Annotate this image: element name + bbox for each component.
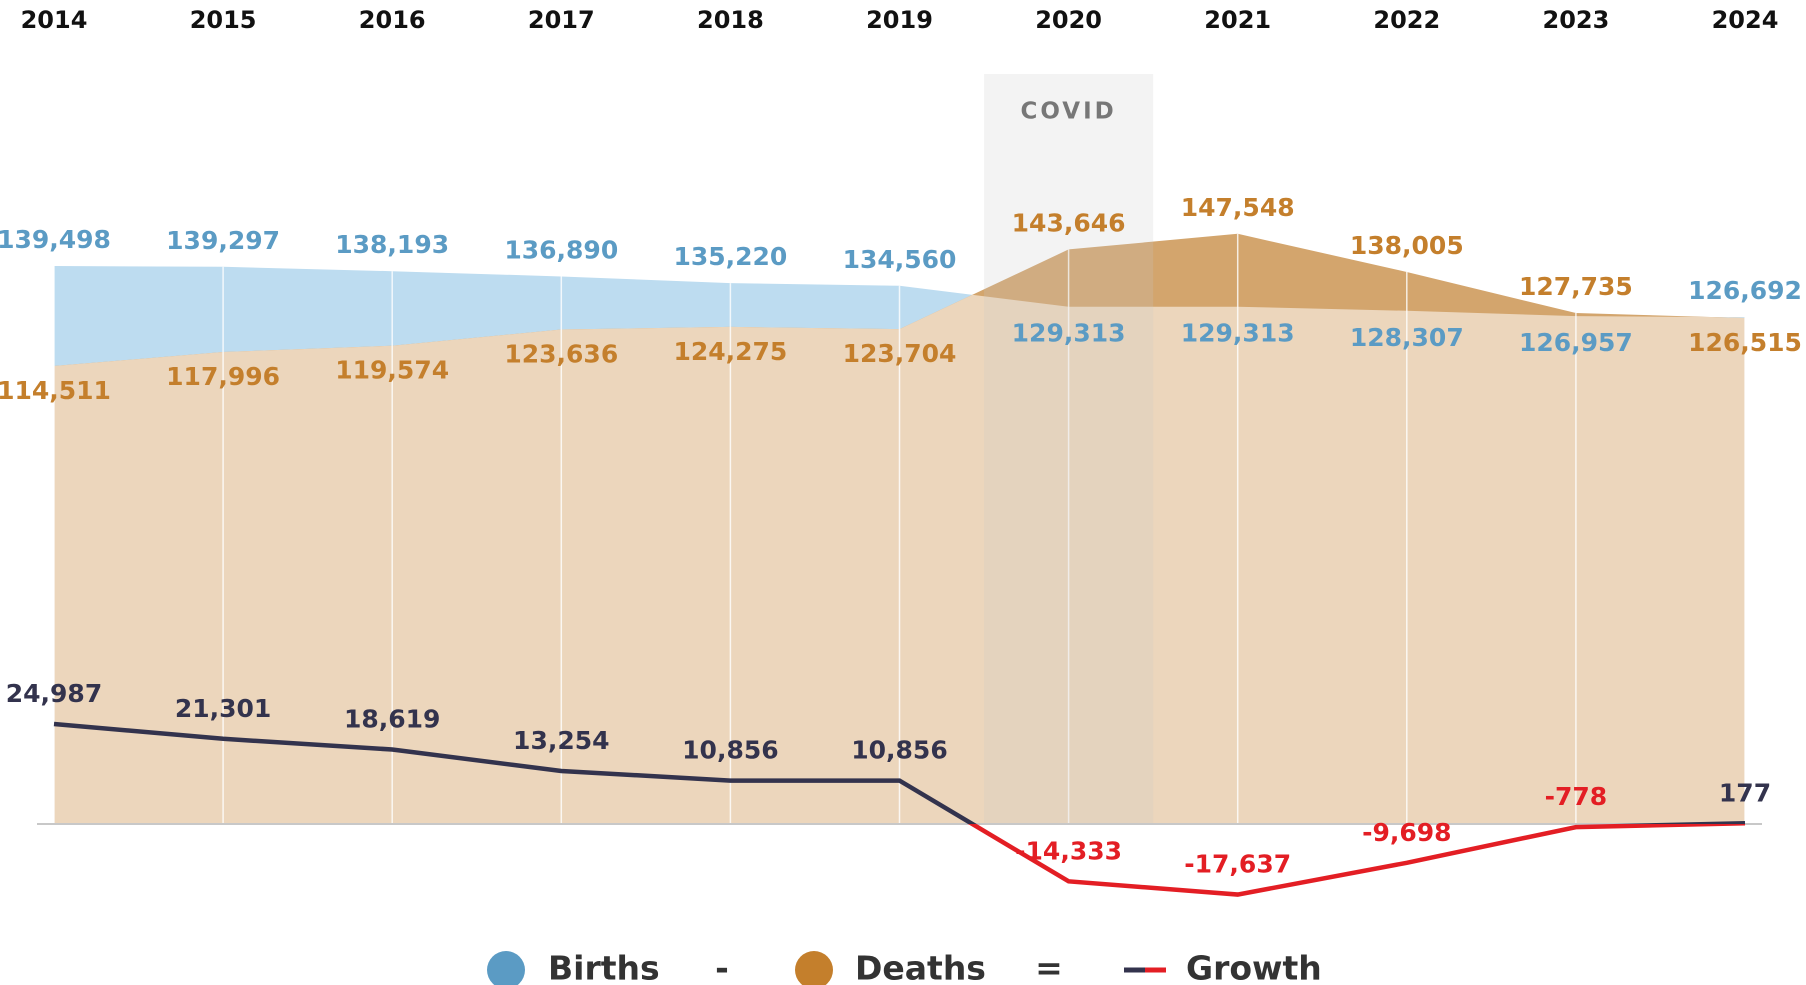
legend-operator: - — [715, 949, 729, 985]
births-label: 126,692 — [1688, 276, 1802, 305]
growth-label: 21,301 — [175, 694, 271, 723]
year-label: 2019 — [866, 6, 933, 34]
legend-swatch — [795, 951, 833, 985]
births-label: 139,297 — [166, 226, 280, 255]
year-label: 2020 — [1035, 6, 1102, 34]
legend-operator: = — [1035, 949, 1063, 985]
births-label: 129,313 — [1012, 319, 1126, 348]
year-label: 2023 — [1543, 6, 1610, 34]
deaths-label: 117,996 — [166, 362, 280, 391]
deaths-label: 138,005 — [1350, 231, 1464, 260]
births-label: 139,498 — [0, 225, 111, 254]
births-label: 136,890 — [504, 235, 618, 264]
deaths-label: 143,646 — [1012, 208, 1126, 237]
growth-label: 24,987 — [6, 679, 102, 708]
deaths-label: 123,704 — [843, 339, 957, 368]
deaths-label: 119,574 — [335, 356, 449, 385]
growth-label: -17,637 — [1184, 850, 1291, 879]
deaths-label: 126,515 — [1688, 328, 1802, 357]
deaths-label: 124,275 — [673, 337, 787, 366]
legend-swatch — [487, 951, 525, 985]
year-label: 2018 — [697, 6, 764, 34]
growth-label: 13,254 — [513, 726, 609, 755]
growth-label: 10,856 — [682, 736, 778, 765]
births-label: 134,560 — [843, 245, 957, 274]
births-label: 135,220 — [673, 242, 787, 271]
growth-label: -9,698 — [1362, 818, 1451, 847]
legend-label: Growth — [1186, 949, 1322, 985]
births-label: 138,193 — [335, 230, 449, 259]
covid-label: COVID — [1020, 99, 1116, 125]
year-label: 2017 — [528, 6, 595, 34]
year-label: 2015 — [190, 6, 257, 34]
growth-label: 177 — [1719, 778, 1771, 807]
year-label: 2016 — [359, 6, 426, 34]
births-label: 126,957 — [1519, 328, 1633, 357]
covid-band — [984, 74, 1154, 824]
year-label: 2014 — [21, 6, 88, 34]
growth-label: -14,333 — [1015, 836, 1122, 865]
growth-label: 10,856 — [851, 736, 947, 765]
deaths-label: 123,636 — [504, 339, 618, 368]
legend-label: Deaths — [855, 949, 986, 985]
deaths-label: 147,548 — [1181, 193, 1295, 222]
deaths-label: 127,735 — [1519, 272, 1633, 301]
year-label: 2024 — [1712, 6, 1779, 34]
births-label: 129,313 — [1181, 319, 1295, 348]
deaths-label: 114,511 — [0, 376, 111, 405]
growth-label: -778 — [1545, 782, 1608, 811]
year-label: 2022 — [1373, 6, 1440, 34]
births-label: 128,307 — [1350, 323, 1464, 352]
growth-line-negative — [967, 824, 1746, 897]
year-label: 2021 — [1204, 6, 1271, 34]
legend-label: Births — [548, 949, 660, 985]
growth-line — [53, 721, 1746, 824]
growth-label: 18,619 — [344, 705, 440, 734]
